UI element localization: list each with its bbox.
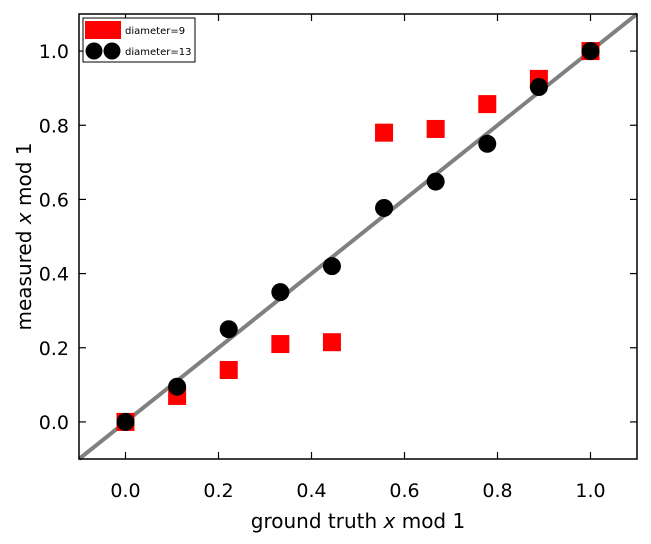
point-diameter-9 [219, 361, 238, 379]
y-tick-label: 0.6 [39, 189, 69, 211]
point-diameter-9 [271, 335, 290, 354]
point-diameter-13 [116, 412, 135, 431]
point-diameter-13 [271, 283, 290, 302]
reference-line-layer [77, 12, 639, 461]
y-tick-label: 0.4 [39, 264, 69, 286]
x-tick-label: 0.6 [389, 480, 419, 502]
point-diameter-13 [168, 377, 187, 396]
y-tick-label: 0.8 [39, 115, 69, 137]
data-points-layer [116, 42, 600, 431]
y-axis-label: measured x mod 1 [12, 143, 36, 331]
point-diameter-13 [529, 78, 548, 97]
point-diameter-9 [478, 95, 497, 114]
y-tick-label: 0.0 [39, 412, 69, 434]
x-tick-label: 0.4 [296, 480, 326, 502]
legend-marker-circle [103, 42, 121, 60]
y-tick-label: 1.0 [39, 41, 69, 63]
legend-marker-circle [85, 42, 103, 60]
legend: diameter=9 diameter=13 [82, 17, 196, 63]
point-diameter-13 [375, 198, 394, 217]
point-diameter-13 [426, 172, 445, 191]
point-diameter-9 [322, 333, 341, 352]
point-diameter-13 [581, 42, 600, 61]
x-axis-label: ground truth x mod 1 [251, 509, 465, 533]
x-tick-label: 1.0 [575, 480, 605, 502]
y-tick-label: 0.2 [39, 338, 69, 360]
point-diameter-13 [478, 134, 497, 153]
reference-line [77, 12, 639, 461]
ticks-layer: 0.0 0.2 0.4 0.6 0.8 1.0 0.0 0.2 0.4 0.6 0.8 1.0 [39, 14, 637, 502]
point-diameter-9 [426, 119, 445, 138]
point-diameter-13 [322, 257, 341, 276]
legend-label-diameter-9: diameter=9 [125, 26, 185, 37]
x-tick-label: 0.2 [203, 480, 233, 502]
plot-frame [78, 13, 638, 460]
x-tick-label: 0.8 [482, 480, 512, 502]
legend-marker-square [103, 21, 121, 39]
point-diameter-9 [375, 123, 394, 142]
x-tick-label: 0.0 [110, 480, 140, 502]
point-diameter-13 [219, 320, 238, 339]
legend-label-diameter-13: diameter=13 [125, 47, 191, 58]
legend-marker-square [85, 21, 103, 39]
